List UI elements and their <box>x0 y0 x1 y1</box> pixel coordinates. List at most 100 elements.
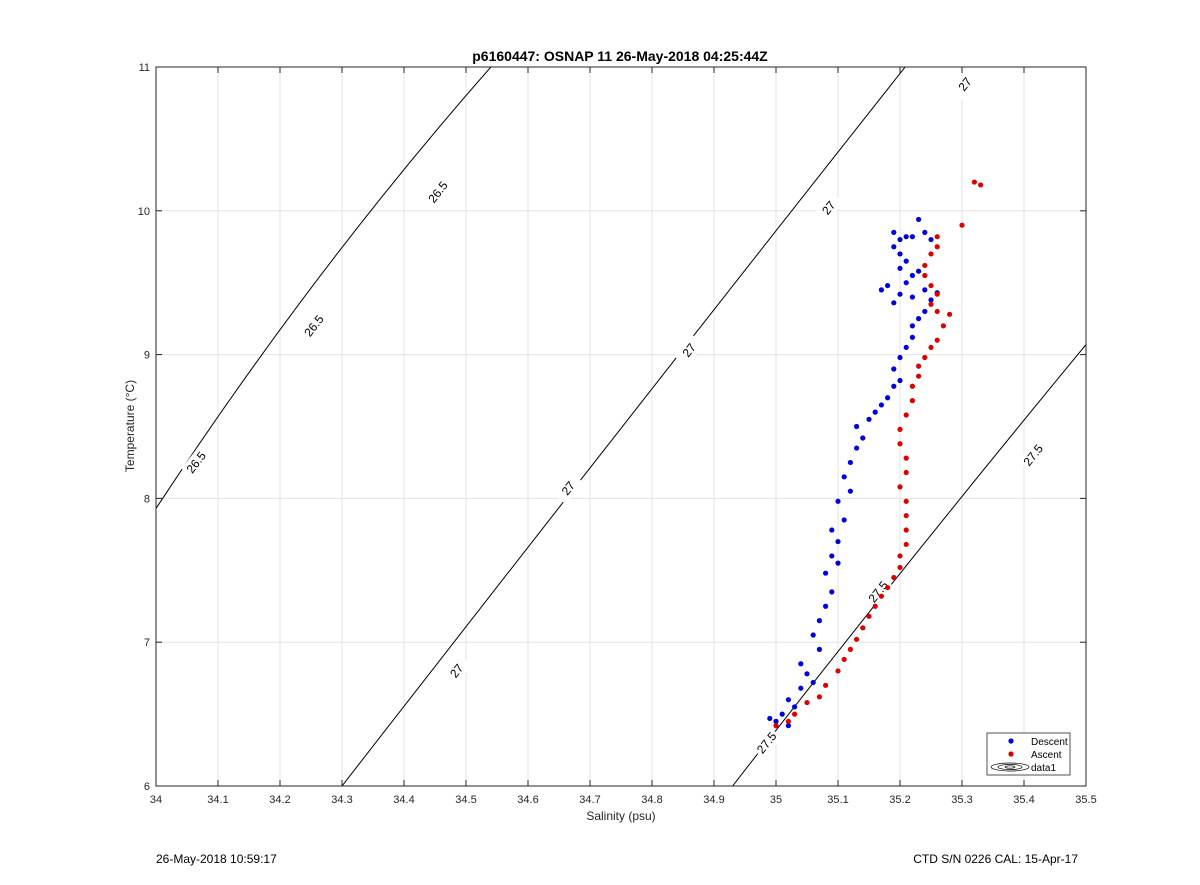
x-tick-label: 34.2 <box>269 794 290 806</box>
x-tick-label: 34.4 <box>393 794 414 806</box>
data-point-ascent <box>773 723 779 729</box>
data-point-descent <box>891 366 897 372</box>
data-point-descent <box>829 527 835 533</box>
data-point-descent <box>897 265 903 271</box>
data-point-descent <box>866 416 872 422</box>
data-point-descent <box>928 297 934 303</box>
data-point-ascent <box>903 469 909 476</box>
data-point-descent <box>891 229 897 235</box>
data-point-ascent <box>916 373 922 379</box>
series-ascent <box>773 179 984 729</box>
data-point-descent <box>903 344 909 351</box>
legend-ascent-label: Ascent <box>1031 750 1062 761</box>
data-point-descent <box>854 423 860 430</box>
legend-contour-icon <box>990 762 1030 772</box>
data-point-ascent <box>816 694 823 700</box>
data-point-descent <box>885 395 891 401</box>
data-point-descent <box>810 632 816 638</box>
legend-descent-label: Descent <box>1031 737 1068 748</box>
data-point-ascent <box>897 564 903 571</box>
data-point-ascent <box>891 574 897 581</box>
data-point-descent <box>922 287 928 293</box>
contour-label-gap <box>553 472 584 505</box>
data-point-descent <box>829 589 835 595</box>
density-contour-27 <box>341 67 906 786</box>
data-point-descent <box>897 377 903 384</box>
data-point-ascent <box>934 244 940 250</box>
x-tick-label: 34 <box>150 794 162 806</box>
data-point-descent <box>885 282 891 289</box>
density-contours <box>156 67 1086 786</box>
data-point-ascent <box>872 603 878 609</box>
x-tick-label: 34.9 <box>703 794 724 806</box>
data-point-ascent <box>909 398 916 404</box>
data-point-descent <box>891 383 897 389</box>
data-point-ascent <box>947 311 953 317</box>
chart-title: p6160447: OSNAP 11 26-May-2018 04:25:44Z <box>472 48 768 64</box>
data-point-ascent <box>934 308 940 315</box>
data-point-descent <box>909 234 916 240</box>
data-point-ascent <box>922 354 928 361</box>
data-series <box>767 179 984 729</box>
plot-frame <box>155 66 1087 787</box>
data-point-descent <box>854 445 860 451</box>
data-point-ascent <box>903 513 909 519</box>
data-point-descent <box>798 661 804 667</box>
contour-label-gap <box>441 655 472 687</box>
footer-calibration: CTD S/N 0226 CAL: 15-Apr-17 <box>913 852 1078 866</box>
footer-timestamp: 26-May-2018 10:59:17 <box>156 852 277 866</box>
data-point-ascent <box>934 234 940 240</box>
x-tick-label: 35.2 <box>889 794 910 806</box>
data-point-ascent <box>823 682 829 688</box>
data-point-ascent <box>897 553 903 559</box>
data-point-descent <box>798 685 804 691</box>
data-point-descent <box>841 517 847 523</box>
data-point-ascent <box>897 426 903 432</box>
data-point-descent <box>823 603 829 609</box>
x-tick-label: 34.1 <box>207 794 228 806</box>
data-point-ascent <box>978 182 984 188</box>
data-point-ascent <box>847 646 854 652</box>
data-point-ascent <box>804 699 810 706</box>
x-tick-label: 35.1 <box>827 794 848 806</box>
legend-data1-label: data1 <box>1031 763 1056 774</box>
data-point-ascent <box>940 323 947 329</box>
data-point-descent <box>903 280 909 286</box>
data-point-descent <box>804 671 810 677</box>
data-point-ascent <box>841 656 847 663</box>
data-point-ascent <box>835 668 841 674</box>
x-tick-label: 35 <box>770 794 782 806</box>
data-point-descent <box>916 268 922 274</box>
data-point-descent <box>847 459 854 466</box>
data-point-ascent <box>959 222 965 228</box>
data-point-descent <box>891 300 897 306</box>
data-point-descent <box>897 251 903 257</box>
data-point-descent <box>792 704 798 710</box>
data-point-descent <box>767 715 773 722</box>
data-point-descent <box>823 570 829 576</box>
data-point-descent <box>829 553 835 559</box>
data-point-ascent <box>897 484 903 490</box>
data-point-descent <box>816 646 823 652</box>
x-tick-label: 34.5 <box>455 794 476 806</box>
data-point-descent <box>878 287 885 293</box>
contour-label-gap <box>674 334 705 367</box>
legend: Descent Ascent data1 <box>986 732 1071 776</box>
data-point-descent <box>903 234 909 240</box>
axis-ticks: 34 34.1 34.2 34.3 34.4 34.5 34.6 34.7 34.8 34.9 35… <box>138 62 1097 806</box>
series-descent <box>767 216 940 729</box>
data-point-ascent <box>909 383 916 389</box>
data-point-descent <box>897 236 903 243</box>
contour-label-gap <box>1018 439 1049 472</box>
x-tick-label: 34.6 <box>517 794 538 806</box>
x-tick-label: 34.7 <box>579 794 600 806</box>
data-point-descent <box>835 498 841 504</box>
data-point-descent <box>909 294 916 300</box>
data-point-ascent <box>903 527 909 533</box>
y-tick-label: 9 <box>144 350 150 362</box>
density-contour-27.5 <box>732 344 1086 786</box>
data-point-descent <box>878 402 885 408</box>
data-point-descent <box>891 244 897 250</box>
data-point-ascent <box>866 613 872 619</box>
data-point-ascent <box>928 282 934 289</box>
